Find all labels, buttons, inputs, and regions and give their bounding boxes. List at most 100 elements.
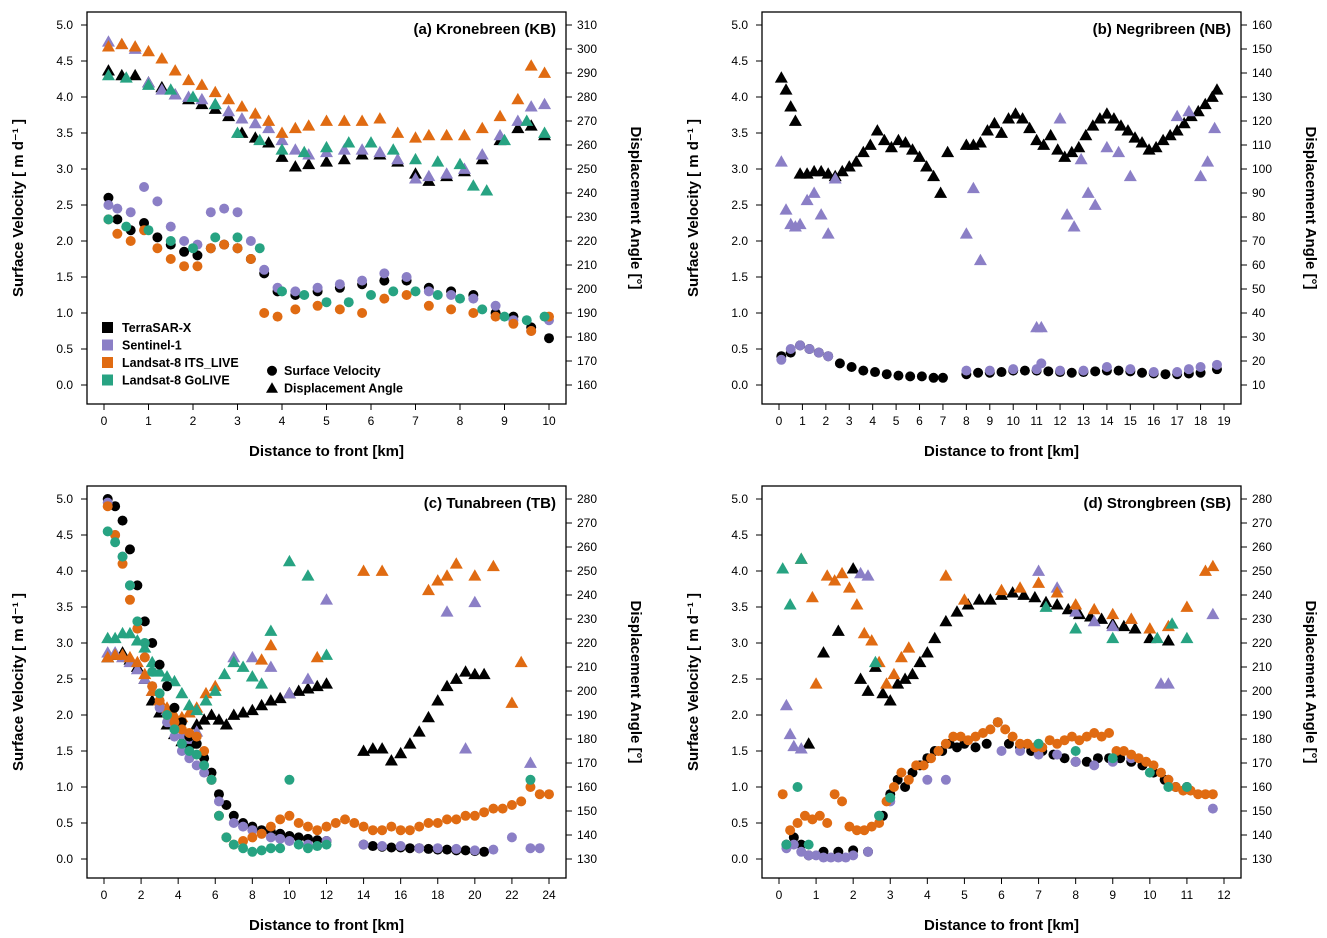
angle-point — [854, 672, 868, 684]
angle-point — [373, 112, 387, 124]
y2-tick-label: 50 — [1252, 282, 1266, 296]
velocity-point — [238, 821, 249, 832]
velocity-point — [488, 844, 499, 855]
angle-point — [116, 648, 130, 660]
y2-tick-label: 40 — [1252, 306, 1266, 320]
angle-point — [972, 593, 986, 605]
angle-point — [1072, 140, 1086, 153]
y2-tick-label: 190 — [577, 306, 597, 320]
angle-point — [842, 581, 856, 593]
y2-tick-label: 220 — [1252, 636, 1272, 650]
angle-point — [155, 52, 169, 64]
velocity-point — [1172, 367, 1183, 378]
angle-point — [1051, 143, 1065, 155]
angle-point — [883, 694, 897, 706]
velocity-point — [905, 371, 916, 382]
angle-point — [880, 677, 894, 689]
velocity-point — [191, 738, 202, 749]
angle-point — [248, 107, 262, 119]
angle-point — [1165, 617, 1179, 629]
y-tick-label: 3.0 — [731, 162, 748, 176]
angle-point — [973, 136, 987, 148]
velocity-point — [859, 825, 870, 836]
velocity-point — [1015, 746, 1026, 756]
angle-point — [1087, 602, 1101, 615]
angle-point — [849, 155, 863, 167]
angle-point — [863, 138, 877, 150]
angle-point — [1106, 631, 1120, 644]
angle-point — [828, 574, 842, 586]
velocity-point — [330, 818, 341, 828]
velocity-point — [112, 228, 123, 239]
velocity-series-landsat-8-its-live — [103, 214, 554, 336]
legend-swatch — [102, 339, 113, 351]
y2-tick-label: 220 — [577, 234, 597, 248]
velocity-point — [896, 767, 907, 778]
velocity-point — [414, 821, 425, 832]
velocity-point — [973, 367, 984, 378]
angle-point — [375, 564, 389, 576]
velocity-point — [125, 236, 136, 246]
y2-tick-label: 140 — [577, 828, 597, 842]
velocity-point — [534, 789, 545, 800]
velocity-point — [490, 311, 501, 322]
velocity-point — [312, 282, 323, 293]
x-tick-label: 4 — [175, 888, 182, 902]
angle-point — [302, 157, 316, 170]
angle-point — [186, 90, 200, 102]
angle-point — [275, 133, 289, 146]
velocity-point — [497, 803, 508, 814]
angle-point — [255, 653, 269, 665]
angle-point — [523, 756, 537, 768]
y-tick-label: 4.0 — [731, 564, 748, 578]
angle-point — [1117, 619, 1131, 632]
angle-point — [850, 598, 864, 610]
angle-point — [783, 727, 797, 740]
velocity-point — [1059, 735, 1070, 746]
velocity-point — [103, 214, 114, 225]
velocity-point — [893, 370, 904, 381]
angle-point — [498, 133, 511, 146]
x-tick-label: 15 — [1124, 414, 1138, 428]
angle-point — [794, 552, 808, 564]
y-axis-label: Surface Velocity [ m d⁻¹ ] — [685, 119, 702, 297]
x-tick-label: 1 — [799, 414, 806, 428]
y2-tick-label: 220 — [577, 636, 597, 650]
angle-point — [957, 593, 971, 605]
legend-label: Surface Velocity — [284, 364, 381, 378]
velocity-point — [1055, 365, 1066, 376]
velocity-point — [1074, 735, 1085, 746]
velocity-point — [526, 326, 537, 336]
velocity-point — [1107, 753, 1118, 764]
angle-point — [160, 670, 174, 682]
angle-point — [475, 121, 489, 134]
y-tick-label: 0.0 — [731, 852, 748, 866]
angle-point — [164, 83, 178, 95]
velocity-point — [1070, 756, 1081, 767]
velocity-point — [112, 203, 123, 214]
y-tick-label: 1.5 — [731, 270, 748, 284]
velocity-point — [188, 243, 198, 254]
velocity-point — [970, 731, 981, 742]
velocity-point — [1066, 731, 1077, 742]
velocity-point — [132, 580, 143, 591]
velocity-point — [1008, 364, 1019, 375]
velocity-point — [302, 843, 313, 854]
velocity-point — [432, 843, 443, 854]
velocity-point — [996, 367, 1007, 378]
velocity-point — [955, 731, 966, 742]
velocity-point — [451, 814, 462, 825]
angle-point — [846, 562, 860, 574]
y2-tick-label: 190 — [577, 708, 597, 722]
velocity-point — [147, 681, 158, 692]
x-tick-label: 24 — [542, 888, 556, 902]
x-tick-label: 22 — [505, 888, 519, 902]
angle-point — [364, 136, 378, 148]
angle-point — [248, 116, 262, 129]
angle-point — [486, 559, 500, 572]
velocity-point — [1200, 789, 1211, 800]
angle-point — [1135, 136, 1149, 148]
x-tick-label: 7 — [412, 414, 419, 428]
angle-point — [1013, 581, 1027, 593]
